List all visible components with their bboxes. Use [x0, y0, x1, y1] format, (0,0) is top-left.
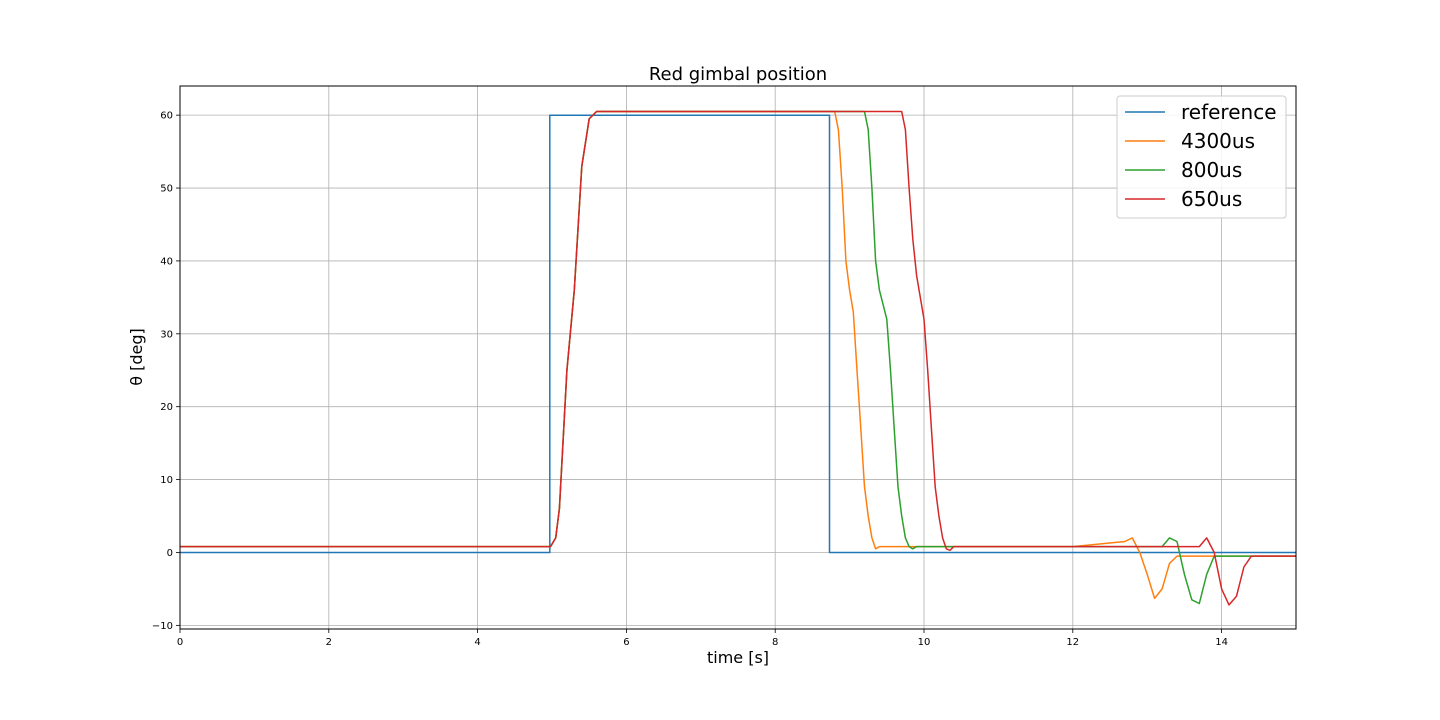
y-tick-label: 10	[160, 475, 173, 486]
x-tick-label: 0	[177, 637, 183, 648]
axis-ticks: 0 2 4 6 8 10 12 14 −10 0 10 20 30 40 50 60	[152, 111, 1228, 648]
x-axis-label: time [s]	[707, 648, 769, 667]
y-tick-label: 40	[160, 256, 173, 267]
y-tick-label: 0	[167, 548, 173, 559]
y-tick-label: 20	[160, 402, 173, 413]
legend-label: 800us	[1181, 158, 1242, 182]
legend-label: reference	[1181, 100, 1277, 124]
legend-label: 650us	[1181, 187, 1242, 211]
y-tick-label: 50	[160, 184, 173, 195]
x-tick-label: 2	[326, 637, 332, 648]
x-tick-label: 6	[623, 637, 629, 648]
series-lines	[180, 110, 1296, 606]
x-tick-label: 10	[918, 637, 931, 648]
legend-label: 4300us	[1181, 129, 1255, 153]
chart-title: Red gimbal position	[649, 64, 827, 85]
series-line-650us	[180, 110, 1296, 606]
legend-box	[1116, 95, 1287, 219]
y-tick-label: 60	[160, 111, 173, 122]
series-line-reference	[180, 114, 1296, 554]
y-axis-label: θ [deg]	[127, 328, 146, 386]
x-tick-label: 8	[772, 637, 778, 648]
x-tick-label: 12	[1066, 637, 1079, 648]
y-tick-label: 30	[160, 329, 173, 340]
x-tick-label: 4	[474, 637, 480, 648]
legend: reference 4300us 800us 650us	[1116, 95, 1287, 219]
plot-frame	[179, 85, 1297, 630]
x-tick-label: 14	[1215, 637, 1228, 648]
y-tick-label: −10	[152, 621, 173, 632]
